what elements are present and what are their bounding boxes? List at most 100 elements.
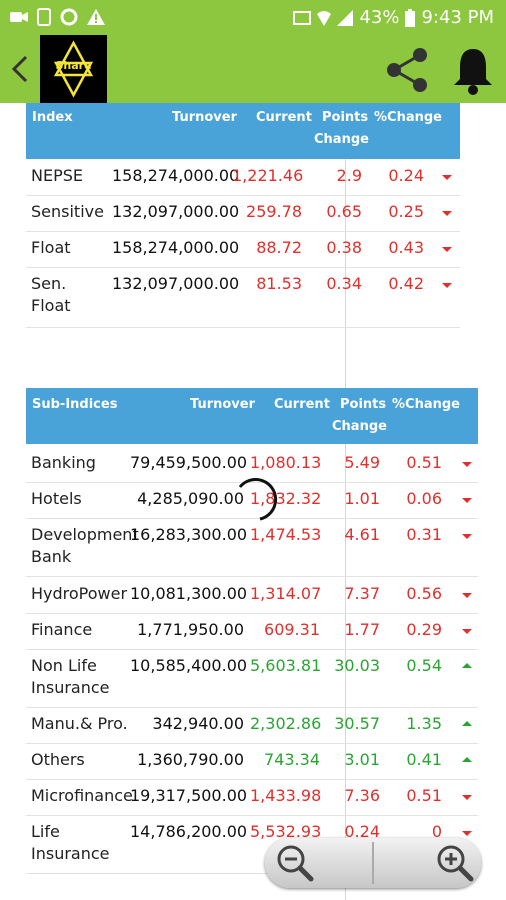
row-current: 81.53 bbox=[256, 274, 302, 293]
row-turnover: 16,283,300.00 bbox=[130, 525, 248, 544]
row-name: Sensitive bbox=[31, 202, 104, 221]
down-arrow-icon bbox=[462, 534, 472, 539]
zoom-control bbox=[265, 838, 481, 888]
row-current: 1,832.32 bbox=[250, 489, 322, 508]
row-pct: 0 bbox=[431, 822, 442, 841]
row-current: 88.72 bbox=[256, 238, 302, 257]
row-points: 1.77 bbox=[344, 620, 380, 639]
cast-icon bbox=[293, 10, 312, 25]
zoom-in-icon[interactable] bbox=[435, 843, 475, 883]
row-turnover: 132,097,000.00 bbox=[112, 274, 240, 293]
row-pct: 1.35 bbox=[406, 714, 442, 733]
row-pct: 0.41 bbox=[406, 750, 442, 769]
logo-label: Share bbox=[55, 59, 92, 72]
sub-row-manu-pro[interactable]: Manu.& Pro. 342,940.00 2,302.86 30.57 1.… bbox=[26, 707, 478, 744]
row-name: Sen. Float bbox=[31, 274, 71, 315]
sub-row-development-bank[interactable]: Development Bank 16,283,300.00 1,474.53 … bbox=[26, 518, 478, 577]
sub-row-non-life-insurance[interactable]: Non Life Insurance 10,585,400.00 5,603.8… bbox=[26, 649, 478, 708]
row-turnover: 4,285,090.00 bbox=[137, 489, 244, 508]
down-arrow-icon bbox=[462, 498, 472, 503]
sub-row-life-insurance[interactable]: Life Insurance 14,786,200.00 5,532.93 0.… bbox=[26, 815, 478, 874]
index-row-float[interactable]: Float 158,274,000.00 88.72 0.38 0.43 bbox=[26, 231, 460, 268]
app-bar: Share bbox=[0, 35, 506, 103]
down-arrow-icon bbox=[462, 593, 472, 598]
up-arrow-icon bbox=[462, 663, 472, 668]
row-turnover: 19,317,500.00 bbox=[130, 786, 248, 805]
sub-row-banking[interactable]: Banking 79,459,500.00 1,080.13 5.49 0.51 bbox=[26, 446, 478, 483]
row-turnover: 10,081,300.00 bbox=[130, 584, 248, 603]
share-icon[interactable] bbox=[382, 45, 432, 95]
index-row-sen-float[interactable]: Sen. Float 132,097,000.00 81.53 0.34 0.4… bbox=[26, 267, 460, 328]
down-arrow-icon bbox=[442, 211, 452, 216]
row-current: 609.31 bbox=[264, 620, 320, 639]
row-pct: 0.54 bbox=[406, 656, 442, 675]
sub-row-hydropower[interactable]: HydroPower 10,081,300.00 1,314.07 7.37 0… bbox=[26, 577, 478, 614]
header-sub-indices: Sub-Indices bbox=[32, 397, 118, 412]
row-name: Life Insurance bbox=[31, 822, 110, 863]
row-pct: 0.51 bbox=[406, 453, 442, 472]
row-current: 5,532.93 bbox=[250, 822, 322, 841]
row-points: 0.38 bbox=[326, 238, 362, 257]
row-points: 7.37 bbox=[344, 584, 380, 603]
row-current: 1,221.46 bbox=[232, 166, 304, 185]
header-change: Change bbox=[314, 132, 369, 147]
row-turnover: 10,585,400.00 bbox=[130, 656, 248, 675]
row-pct: 0.42 bbox=[388, 274, 424, 293]
row-points: 5.49 bbox=[344, 453, 380, 472]
row-points: 7.36 bbox=[344, 786, 380, 805]
header-pct-change: %Change bbox=[374, 110, 442, 125]
down-arrow-icon bbox=[442, 283, 452, 288]
row-name: Development Bank bbox=[31, 525, 139, 566]
column-divider bbox=[345, 103, 346, 900]
sub-table-header: Sub-Indices Turnover Current Points Chan… bbox=[26, 388, 478, 444]
row-current: 1,474.53 bbox=[250, 525, 322, 544]
row-points: 0.24 bbox=[344, 822, 380, 841]
row-points: 30.03 bbox=[334, 656, 380, 675]
zoom-separator bbox=[372, 842, 374, 884]
header-turnover: Turnover bbox=[172, 110, 237, 125]
row-turnover: 1,771,950.00 bbox=[137, 620, 244, 639]
notification-bell-icon[interactable] bbox=[452, 45, 494, 95]
down-arrow-icon bbox=[442, 175, 452, 180]
row-turnover: 342,940.00 bbox=[152, 714, 244, 733]
row-pct: 0.31 bbox=[406, 525, 442, 544]
row-pct: 0.25 bbox=[388, 202, 424, 221]
clock: 9:43 PM bbox=[421, 7, 494, 28]
row-points: 30.57 bbox=[334, 714, 380, 733]
loading-spinner-icon bbox=[238, 477, 278, 521]
back-arrow-icon[interactable] bbox=[8, 51, 32, 87]
row-turnover: 79,459,500.00 bbox=[130, 453, 248, 472]
header-turnover: Turnover bbox=[190, 397, 255, 412]
index-row-sensitive[interactable]: Sensitive 132,097,000.00 259.78 0.65 0.2… bbox=[26, 195, 460, 232]
row-name: HydroPower bbox=[31, 584, 128, 603]
sub-row-microfinance[interactable]: Microfinance 19,317,500.00 1,433.98 7.36… bbox=[26, 779, 478, 816]
row-pct: 0.24 bbox=[388, 166, 424, 185]
row-current: 259.78 bbox=[246, 202, 302, 221]
sub-row-finance[interactable]: Finance 1,771,950.00 609.31 1.77 0.29 bbox=[26, 613, 478, 650]
row-name: Others bbox=[31, 750, 85, 769]
app-logo: Share bbox=[40, 35, 107, 103]
star-logo-icon bbox=[53, 40, 94, 98]
row-name: Finance bbox=[31, 620, 93, 639]
row-pct: 0.06 bbox=[406, 489, 442, 508]
row-turnover: 158,274,000.00 bbox=[112, 238, 240, 257]
row-points: 1.01 bbox=[344, 489, 380, 508]
index-row-nepse[interactable]: NEPSE 158,274,000.00 1,221.46 2.9 0.24 bbox=[26, 159, 460, 196]
tablet-icon bbox=[37, 8, 51, 26]
row-points: 4.61 bbox=[344, 525, 380, 544]
header-points: Points bbox=[322, 110, 369, 125]
wifi-icon bbox=[317, 10, 332, 26]
row-turnover: 158,274,000.00 bbox=[112, 166, 240, 185]
row-turnover: 132,097,000.00 bbox=[112, 202, 240, 221]
sub-row-hotels[interactable]: Hotels 4,285,090.00 1,832.32 1.01 0.06 bbox=[26, 482, 478, 519]
header-current: Current bbox=[274, 397, 330, 412]
down-arrow-icon bbox=[462, 629, 472, 634]
zoom-out-icon[interactable] bbox=[275, 843, 315, 883]
row-name: Non Life Insurance bbox=[31, 656, 110, 697]
warning-icon bbox=[87, 9, 105, 25]
header-current: Current bbox=[256, 110, 312, 125]
row-turnover: 14,786,200.00 bbox=[130, 822, 248, 841]
video-icon bbox=[10, 12, 28, 22]
battery-icon bbox=[405, 8, 416, 27]
sub-row-others[interactable]: Others 1,360,790.00 743.34 3.01 0.41 bbox=[26, 743, 478, 780]
